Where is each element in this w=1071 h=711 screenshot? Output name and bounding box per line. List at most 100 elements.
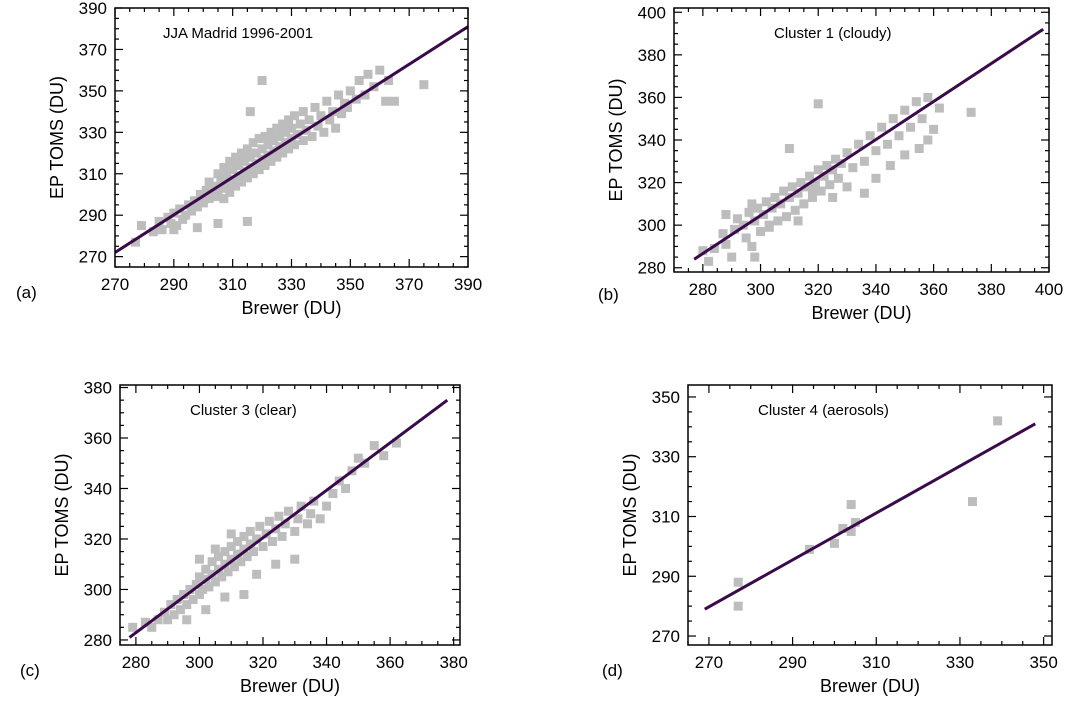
data-point: [698, 246, 708, 256]
data-point: [900, 150, 910, 160]
y-tick-label: 270: [652, 627, 680, 646]
data-point: [968, 497, 978, 507]
x-axis-label: Brewer (DU): [820, 676, 920, 696]
data-point: [263, 140, 273, 150]
y-tick-label: 290: [79, 206, 107, 225]
x-tick-label: 280: [122, 653, 150, 672]
data-point: [281, 127, 291, 137]
x-tick-label: 270: [695, 653, 723, 672]
data-point: [871, 173, 881, 183]
x-tick-label: 380: [439, 653, 467, 672]
data-point: [275, 131, 285, 141]
data-point: [419, 80, 429, 90]
data-point: [805, 171, 815, 181]
data-point: [204, 177, 214, 187]
data-point: [328, 489, 338, 499]
data-point: [233, 537, 243, 547]
chart-title: Cluster 4 (aerosols): [758, 402, 889, 419]
data-point: [793, 188, 803, 198]
data-point: [210, 577, 220, 587]
data-point: [854, 139, 864, 149]
data-point: [813, 99, 823, 109]
data-point: [268, 537, 278, 547]
data-point: [885, 161, 895, 171]
x-tick-label: 320: [249, 653, 277, 672]
data-point: [709, 244, 719, 254]
data-point: [391, 438, 401, 448]
y-tick-label: 340: [638, 131, 666, 150]
data-point: [354, 76, 364, 86]
data-point: [770, 192, 780, 202]
data-point: [245, 107, 255, 117]
y-tick-label: 370: [79, 40, 107, 59]
x-tick-label: 330: [946, 653, 974, 672]
panel-label: (a): [16, 283, 37, 302]
data-point: [363, 69, 373, 79]
data-point: [172, 595, 182, 605]
data-point: [384, 76, 394, 86]
data-point: [302, 519, 312, 529]
data-point: [225, 156, 235, 166]
data-point: [181, 210, 191, 220]
data-point: [934, 103, 944, 113]
data-point: [254, 134, 264, 144]
data-point: [228, 165, 238, 175]
panel-label: (d): [602, 661, 623, 680]
x-tick-label: 370: [395, 275, 423, 294]
data-point: [219, 194, 229, 204]
data-point: [290, 526, 300, 536]
x-axis-label: Brewer (DU): [241, 298, 341, 318]
data-point: [228, 175, 238, 185]
y-tick-label: 350: [652, 388, 680, 407]
data-point: [194, 572, 204, 582]
x-axis-label: Brewer (DU): [811, 303, 911, 323]
x-tick-label: 380: [977, 280, 1005, 299]
data-point: [287, 123, 296, 133]
data-point: [284, 115, 294, 125]
chart-panel-2: 280 300 320 340 360 380 400 280 300 320 340 360 380 4…: [598, 3, 1063, 323]
data-point: [210, 544, 220, 554]
fit-line: [693, 28, 1045, 261]
fit-line: [114, 25, 469, 254]
data-point: [360, 90, 370, 100]
data-point: [198, 584, 208, 594]
y-tick-label: 360: [638, 88, 666, 107]
data-point: [966, 107, 976, 117]
x-tick-label: 310: [862, 653, 890, 672]
chart-title: Cluster 1 (cloudy): [774, 25, 892, 42]
data-point: [236, 557, 246, 567]
data-point: [337, 109, 347, 119]
data-point: [342, 102, 352, 112]
y-tick-label: 390: [79, 0, 107, 18]
data-point: [185, 584, 195, 594]
data-point: [796, 178, 806, 188]
data-point: [741, 233, 751, 243]
y-tick-label: 320: [84, 530, 112, 549]
data-point: [239, 531, 249, 541]
data-point: [201, 605, 211, 615]
data-point: [293, 514, 303, 524]
data-point: [846, 526, 856, 536]
data-point: [727, 252, 737, 262]
data-point: [153, 615, 163, 625]
data-point: [906, 122, 916, 132]
data-point: [245, 526, 255, 536]
data-point: [753, 203, 763, 213]
x-tick-label: 300: [746, 280, 774, 299]
data-point: [799, 199, 809, 209]
data-point: [201, 564, 211, 574]
data-point: [730, 224, 740, 234]
data-point: [222, 171, 232, 181]
x-tick-label: 320: [804, 280, 832, 299]
data-point: [252, 569, 262, 579]
data-point: [283, 506, 293, 516]
data-point: [252, 534, 262, 544]
x-axis-label: Brewer (DU): [240, 676, 340, 696]
data-point: [787, 182, 797, 192]
data-point: [894, 131, 904, 141]
panel-label: (c): [20, 661, 40, 680]
data-point: [816, 186, 826, 196]
data-point: [154, 216, 164, 226]
data-point: [280, 519, 290, 529]
